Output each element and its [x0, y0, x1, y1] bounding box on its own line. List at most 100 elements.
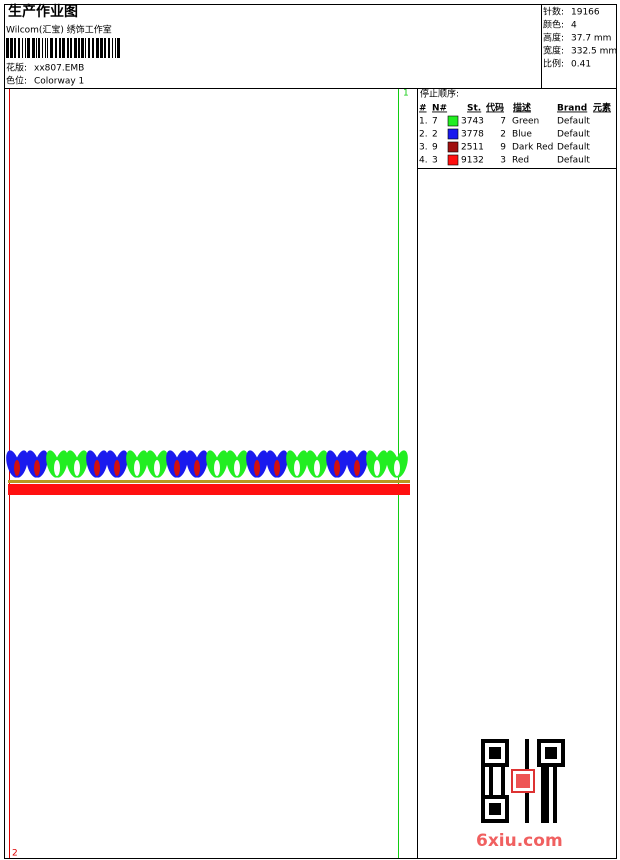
qr-cell — [493, 803, 497, 807]
qr-cell — [481, 787, 485, 791]
leaf-core — [274, 460, 280, 476]
leaf-core — [94, 460, 100, 476]
qr-cell — [505, 759, 509, 763]
qr-cell — [501, 775, 505, 779]
qr-cell — [545, 771, 549, 775]
qr-cell — [541, 779, 545, 783]
qr-cell — [501, 739, 505, 743]
qr-cell — [553, 799, 557, 803]
qr-cell — [553, 775, 557, 779]
qr-cell — [545, 751, 549, 755]
qr-cell — [489, 779, 493, 783]
info-label: 宽度: — [543, 45, 564, 57]
leaf-core — [174, 460, 180, 476]
qr-cell — [557, 739, 561, 743]
qr-cell — [537, 747, 541, 751]
leaf-core — [394, 460, 400, 476]
qr-cell — [493, 807, 497, 811]
qr-cell — [481, 815, 485, 819]
qr-cell — [525, 815, 529, 819]
bar-line — [96, 38, 99, 58]
qr-cell — [553, 755, 557, 759]
colorway-label: 色位: — [6, 75, 27, 87]
qr-cell — [497, 763, 501, 767]
qr-cell — [561, 763, 565, 767]
bar-line — [115, 38, 116, 58]
leaf-core — [334, 460, 340, 476]
barcode — [6, 38, 120, 58]
qr-cell — [505, 799, 509, 803]
bar-line — [85, 38, 86, 58]
column-header: Brand — [557, 104, 587, 114]
leaf-core — [74, 460, 80, 476]
info-value: 4 — [571, 21, 577, 31]
qr-logo-inner — [516, 774, 530, 788]
qr-cell — [545, 755, 549, 759]
qr-cell — [541, 763, 545, 767]
needle: 2 — [432, 130, 438, 140]
brand: Default — [557, 143, 590, 153]
column-header: 代码 — [485, 102, 504, 114]
qr-cell — [553, 783, 557, 787]
leaf-core — [154, 460, 160, 476]
qr-cell — [501, 819, 505, 823]
qr-cell — [525, 803, 529, 807]
qr-cell — [481, 771, 485, 775]
brand: Default — [557, 117, 590, 127]
bar-line — [62, 38, 65, 58]
code: 2 — [500, 130, 506, 140]
qr-cell — [481, 751, 485, 755]
qr-cell — [493, 819, 497, 823]
qr-cell — [553, 791, 557, 795]
bar-line — [45, 38, 46, 58]
brand: Default — [557, 156, 590, 166]
qr-cell — [501, 795, 505, 799]
brand: Default — [557, 130, 590, 140]
bar-line — [14, 38, 16, 58]
qr-cell — [561, 751, 565, 755]
qr-cell — [481, 803, 485, 807]
qr-cell — [497, 739, 501, 743]
qr-cell — [525, 747, 529, 751]
bar-line — [67, 38, 69, 58]
qr-cell — [489, 791, 493, 795]
qr-cell — [489, 795, 493, 799]
qr-cell — [493, 755, 497, 759]
qr-cell — [537, 755, 541, 759]
qr-cell — [545, 767, 549, 771]
qr-cell — [537, 739, 541, 743]
qr-cell — [481, 799, 485, 803]
color-swatch — [447, 141, 459, 153]
page-border — [4, 4, 617, 859]
info-value: 37.7 mm — [571, 34, 611, 44]
qr-cell — [481, 759, 485, 763]
leaf-core — [294, 460, 300, 476]
leaf-core — [114, 460, 120, 476]
column-header: 描述 — [513, 102, 531, 114]
qr-cell — [553, 795, 557, 799]
embroidery-preview — [6, 450, 410, 495]
leaf-core — [374, 460, 380, 476]
bar-line — [70, 38, 72, 58]
qr-cell — [525, 759, 529, 763]
qr-cell — [501, 763, 505, 767]
qr-cell — [501, 767, 505, 771]
info-label: 比例: — [543, 58, 564, 70]
qr-cell — [541, 803, 545, 807]
red-band — [8, 484, 410, 495]
qr-cell — [493, 811, 497, 815]
qr-cell — [497, 811, 501, 815]
qr-cell — [553, 819, 557, 823]
stitches: 2511 — [461, 143, 484, 153]
qr-cell — [545, 779, 549, 783]
qr-cell — [537, 751, 541, 755]
qr-cell — [545, 811, 549, 815]
bar-line — [10, 38, 13, 58]
qr-cell — [545, 807, 549, 811]
needle: 9 — [432, 143, 438, 153]
color-swatch — [447, 128, 459, 140]
qr-cell — [537, 743, 541, 747]
qr-cell — [545, 787, 549, 791]
bar-line — [47, 38, 48, 58]
qr-cell — [497, 751, 501, 755]
